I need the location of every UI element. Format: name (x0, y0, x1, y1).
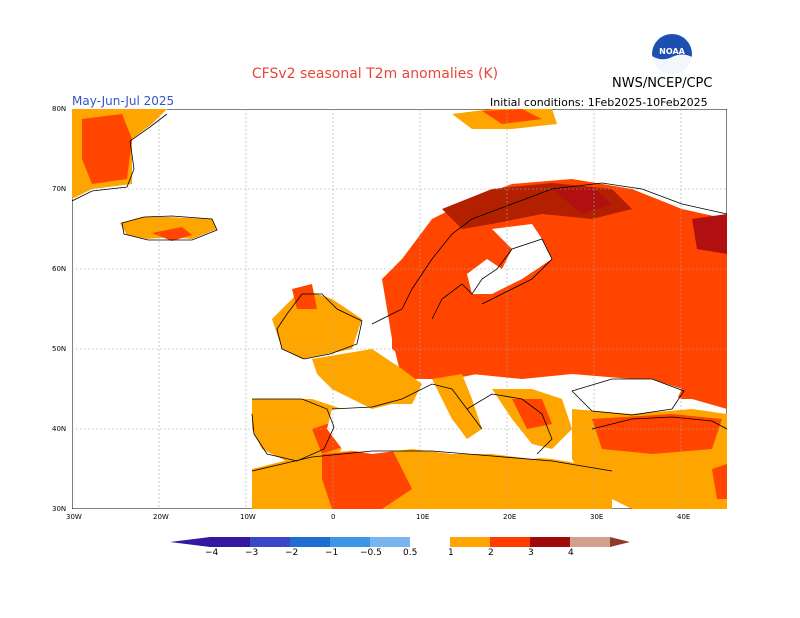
lat-label-80N: 80N (52, 105, 67, 113)
colorbar-label: 4 (568, 548, 574, 558)
colorbar-segment (570, 537, 610, 547)
colorbar-label: −4 (205, 548, 219, 558)
lon-label-30W: 30W (66, 513, 82, 521)
colorbar-label: 0.5 (403, 548, 418, 558)
colorbar-segment (490, 537, 530, 547)
lon-label-0: 0 (331, 513, 336, 521)
lat-label-50N: 50N (52, 345, 67, 353)
logo-text: NOAA (659, 47, 685, 56)
coastlines (71, 113, 728, 472)
colorbar-label: −3 (245, 548, 259, 558)
anomaly-fill (72, 109, 727, 509)
colorbar-label: −1 (325, 548, 339, 558)
lat-label-60N: 60N (52, 265, 67, 273)
colorbar (170, 537, 630, 547)
lon-label-20E: 20E (503, 513, 517, 521)
anomaly-map (71, 108, 728, 510)
agency-label: NWS/NCEP/CPC (612, 76, 713, 91)
graticule (72, 109, 727, 509)
colorbar-label: 1 (448, 548, 454, 558)
lat-label-30N: 30N (52, 505, 67, 513)
colorbar-segment (370, 537, 410, 547)
lat-label-70N: 70N (52, 185, 67, 193)
colorbar-label: 3 (528, 548, 534, 558)
lon-label-10E: 10E (416, 513, 430, 521)
colorbar-segment (410, 537, 450, 547)
map-title: CFSv2 seasonal T2m anomalies (K) (251, 66, 499, 82)
lon-label-40E: 40E (677, 513, 691, 521)
noaa-logo-icon: NOAA (652, 34, 692, 74)
colorbar-label: −2 (285, 548, 299, 558)
period-label: May-Jun-Jul 2025 (72, 94, 175, 108)
colorbar-segment (450, 537, 490, 547)
initial-conditions-label: Initial conditions: 1Feb2025-10Feb2025 (490, 96, 708, 109)
colorbar-arrow-left (170, 537, 210, 547)
lon-label-30E: 30E (590, 513, 604, 521)
colorbar-label: 2 (488, 548, 494, 558)
colorbar-segment (330, 537, 370, 547)
colorbar-segment (210, 537, 250, 547)
colorbar-segment (290, 537, 330, 547)
lon-label-20W: 20W (153, 513, 169, 521)
colorbar-arrow-right (610, 537, 630, 547)
colorbar-segment (530, 537, 570, 547)
map-area: 80N 70N 60N 50N 40N 30N 30W 20W 10W 0 10… (52, 105, 728, 521)
colorbar-segment (250, 537, 290, 547)
lon-label-10W: 10W (240, 513, 256, 521)
lat-label-40N: 40N (52, 425, 67, 433)
colorbar-label: −0.5 (360, 548, 382, 558)
